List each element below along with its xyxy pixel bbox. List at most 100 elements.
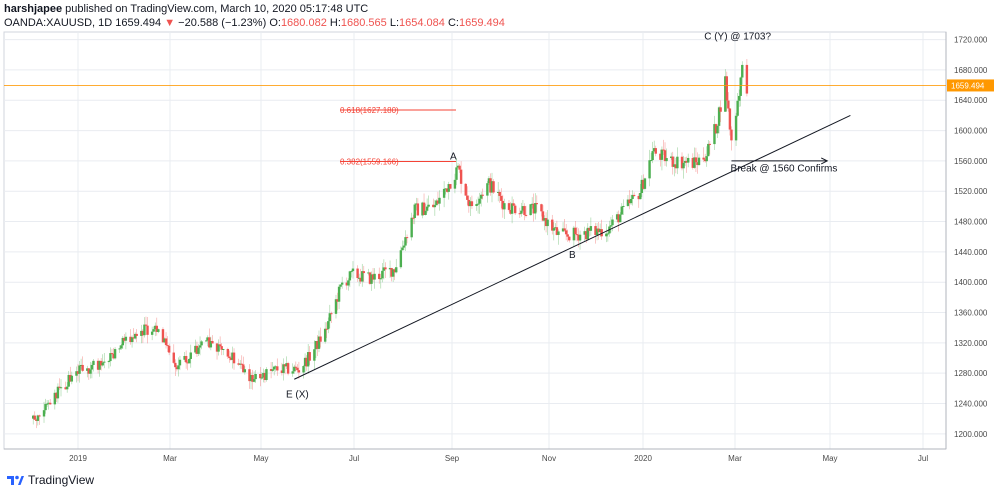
candle-up	[45, 403, 49, 405]
candle-down	[166, 345, 169, 347]
candle-up	[101, 362, 104, 366]
candle-up	[388, 267, 392, 270]
candle-down	[211, 340, 214, 344]
author-name[interactable]: harshjapee	[4, 3, 63, 15]
candle-up	[121, 337, 124, 346]
candle-up	[717, 107, 721, 126]
candle-up	[705, 156, 708, 162]
candle-up	[217, 344, 220, 352]
candle-down	[470, 201, 474, 206]
candle-up	[529, 204, 532, 216]
candle-up	[274, 366, 277, 368]
candle-up	[188, 358, 191, 364]
price-axis-label: 1560.000	[954, 157, 988, 166]
candle-down	[123, 337, 126, 341]
candle-down	[296, 367, 299, 371]
wave-annotation: E (X)	[286, 389, 309, 400]
candle-down	[432, 204, 435, 208]
candle-down	[228, 356, 231, 359]
candle-up	[427, 204, 430, 207]
candle-up	[271, 369, 274, 371]
candle-up	[713, 124, 716, 145]
candle-down	[436, 200, 440, 204]
candle-down	[132, 337, 135, 339]
symbol-label[interactable]: OANDA:XAUUSD, 1D	[4, 17, 113, 29]
candle-up	[78, 365, 81, 374]
publish-line: harshjapee published on TradingView.com,…	[4, 2, 994, 16]
time-axis-label: Jul	[349, 454, 359, 463]
candle-up	[707, 143, 710, 157]
price-axis-label: 1360.000	[954, 309, 988, 318]
candle-down	[76, 371, 80, 374]
wave-annotation: Break @ 1560 Confirms	[731, 164, 838, 175]
candle-down	[345, 282, 348, 286]
time-axis-label: Mar	[728, 454, 742, 463]
candle-down	[38, 415, 41, 417]
candle-down	[691, 157, 695, 168]
candle-down	[58, 386, 61, 388]
price-axis-label: 1600.000	[954, 127, 988, 136]
candle-down	[325, 328, 328, 330]
candle-up	[543, 218, 546, 221]
candle-up	[32, 415, 35, 419]
candle-down	[129, 336, 132, 343]
candle-down	[263, 372, 267, 381]
candle-up	[619, 214, 622, 223]
time-axis-label: Jul	[918, 454, 928, 463]
candle-up	[741, 64, 744, 78]
candle-up	[724, 76, 727, 112]
candle-up	[629, 198, 633, 204]
candle-down	[96, 360, 100, 370]
brand-name[interactable]: TradingView	[28, 473, 95, 487]
current-price-value: 1659.494	[951, 81, 985, 90]
candle-down	[574, 227, 577, 235]
candle-down	[359, 277, 362, 282]
candle-up	[92, 360, 95, 365]
candle-down	[280, 370, 284, 373]
candle-up	[337, 286, 341, 302]
open-label: O:	[269, 17, 281, 29]
candle-down	[405, 237, 409, 239]
candle-down	[220, 346, 223, 350]
candle-down	[659, 153, 662, 160]
candle-up	[503, 203, 506, 210]
candle-down	[412, 217, 415, 219]
candle-down	[680, 156, 684, 169]
candle-up	[260, 377, 264, 379]
candle-down	[588, 227, 591, 231]
candle-up	[150, 331, 154, 335]
wave-annotation: B	[569, 250, 576, 261]
candle-up	[323, 328, 327, 342]
candle-up	[197, 347, 200, 354]
candle-down	[393, 269, 396, 273]
candle-down	[685, 160, 688, 163]
candle-down	[135, 333, 138, 336]
candle-up	[469, 201, 472, 207]
price-axis-label: 1640.000	[954, 96, 988, 105]
candle-up	[285, 363, 288, 367]
price-axis-label: 1440.000	[954, 248, 988, 257]
price-chart[interactable]: 1200.000 1240.000 1280.000 1320.000 1360.000…	[0, 0, 1000, 470]
candle-down	[208, 337, 211, 348]
candle-up	[53, 392, 57, 405]
candle-down	[316, 340, 319, 349]
candle-up	[209, 340, 213, 348]
candle-up	[660, 149, 664, 160]
time-axis-label: Mar	[163, 454, 177, 463]
candle-down	[466, 195, 469, 200]
wave-annotation: C (Y) @ 1703?	[704, 32, 771, 43]
candle-down	[662, 149, 665, 151]
candle-down	[87, 368, 91, 374]
candle-up	[583, 231, 586, 235]
last-price: 1659.494	[115, 17, 162, 29]
price-axis-label: 1680.000	[954, 66, 988, 75]
candle-up	[521, 206, 525, 211]
candle-up	[152, 329, 155, 332]
candle-down	[628, 199, 631, 204]
ohlc-line: OANDA:XAUUSD, 1D 1659.494 ▼ −20.588 (−1.…	[4, 16, 994, 30]
candle-down	[186, 362, 189, 364]
candle-down	[226, 349, 230, 357]
candle-up	[118, 348, 121, 350]
candle-down	[195, 345, 199, 354]
time-axis-label: Sep	[445, 454, 460, 463]
